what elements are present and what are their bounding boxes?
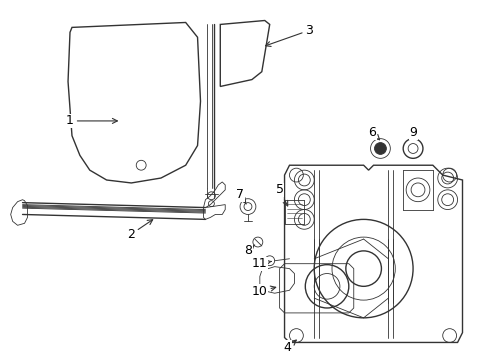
- Text: 4: 4: [284, 340, 296, 354]
- Text: 1: 1: [66, 114, 118, 127]
- Text: 3: 3: [266, 24, 313, 46]
- Text: 7: 7: [236, 188, 246, 204]
- Text: 9: 9: [409, 126, 417, 139]
- Text: 11: 11: [252, 257, 271, 270]
- Text: 5: 5: [275, 183, 288, 206]
- Text: 6: 6: [368, 126, 380, 140]
- Text: 8: 8: [244, 244, 255, 257]
- Text: 10: 10: [252, 285, 276, 298]
- Text: 2: 2: [127, 220, 153, 240]
- Circle shape: [374, 143, 387, 154]
